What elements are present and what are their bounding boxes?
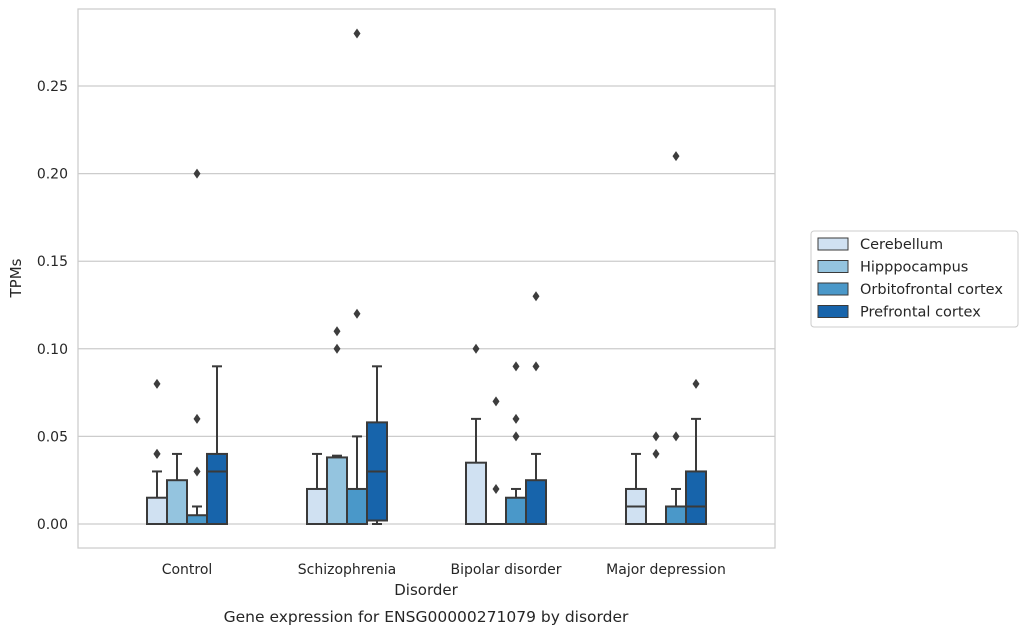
outlier-point	[492, 483, 500, 494]
box	[306, 487, 328, 525]
outlier-point	[193, 168, 201, 179]
legend-label: Orbitofrontal cortex	[860, 282, 1003, 298]
legend-label: Hipppocampus	[860, 260, 968, 276]
x-tick-label: Major depression	[606, 562, 726, 578]
outlier-point	[353, 28, 361, 39]
outlier-point	[193, 413, 201, 424]
legend-swatch	[817, 260, 849, 273]
outlier-point	[193, 466, 201, 477]
legend: Cerebellum Hipppocampus Orbitofrontal cort…	[810, 230, 1019, 328]
outlier-point	[472, 343, 480, 354]
outlier-point	[532, 291, 540, 302]
box	[505, 496, 527, 526]
y-tick-label: 0.00	[37, 517, 68, 533]
x-tick-label: Bipolar disorder	[450, 562, 561, 578]
outlier-point	[353, 308, 361, 319]
plot-area-frame	[77, 8, 776, 549]
outlier-point	[512, 413, 520, 424]
outlier-point	[532, 361, 540, 372]
y-tick-label: 0.15	[37, 254, 68, 270]
y-tick-label: 0.25	[37, 79, 68, 95]
outlier-point	[333, 326, 341, 337]
boxes	[146, 28, 707, 526]
y-axis-ticks: 0.00 0.05 0.10 0.15 0.20 0.25	[37, 79, 68, 533]
y-tick-label: 0.05	[37, 429, 68, 445]
box-group	[366, 365, 388, 525]
outlier-point	[333, 343, 341, 354]
legend-label: Cerebellum	[860, 237, 943, 253]
outlier-point	[512, 361, 520, 372]
box	[146, 496, 168, 526]
box	[346, 487, 368, 525]
box	[525, 479, 547, 526]
y-tick-label: 0.10	[37, 342, 68, 358]
box	[206, 452, 228, 526]
box-group	[625, 452, 647, 525]
box-group	[486, 396, 506, 525]
box	[465, 461, 487, 525]
box	[665, 505, 687, 526]
legend-swatch	[817, 237, 849, 251]
outlier-point	[692, 378, 700, 389]
box-group	[685, 378, 707, 526]
y-axis-label: TPMs	[7, 258, 25, 298]
box-group	[525, 291, 547, 526]
box	[685, 470, 707, 526]
outlier-point	[153, 448, 161, 459]
outlier-point	[512, 431, 520, 442]
outlier-point	[153, 378, 161, 389]
outlier-point	[652, 448, 660, 459]
box-group	[206, 365, 228, 526]
legend-label: Prefrontal cortex	[860, 305, 981, 321]
box-group	[646, 431, 666, 525]
x-tick-label: Schizophrenia	[298, 562, 396, 578]
box	[326, 456, 348, 526]
x-axis-label: Disorder	[394, 581, 458, 599]
box-group	[166, 452, 188, 526]
legend-swatch	[817, 305, 849, 318]
x-axis-ticks: Control Schizophrenia Bipolar disorder Majo…	[162, 562, 726, 578]
figure-caption: Gene expression for ENSG00000271079 by d…	[224, 608, 629, 626]
legend-swatch	[817, 282, 849, 296]
y-tick-label: 0.20	[37, 167, 68, 183]
box	[166, 479, 188, 526]
outlier-point	[672, 151, 680, 162]
box-group	[186, 168, 208, 525]
outlier-point	[492, 396, 500, 407]
box-group	[465, 343, 487, 525]
outlier-point	[672, 431, 680, 442]
outlier-point	[652, 431, 660, 442]
legend-frame	[810, 230, 1019, 328]
x-tick-label: Control	[162, 562, 213, 578]
plot-area-background	[78, 9, 775, 548]
box	[186, 514, 208, 525]
